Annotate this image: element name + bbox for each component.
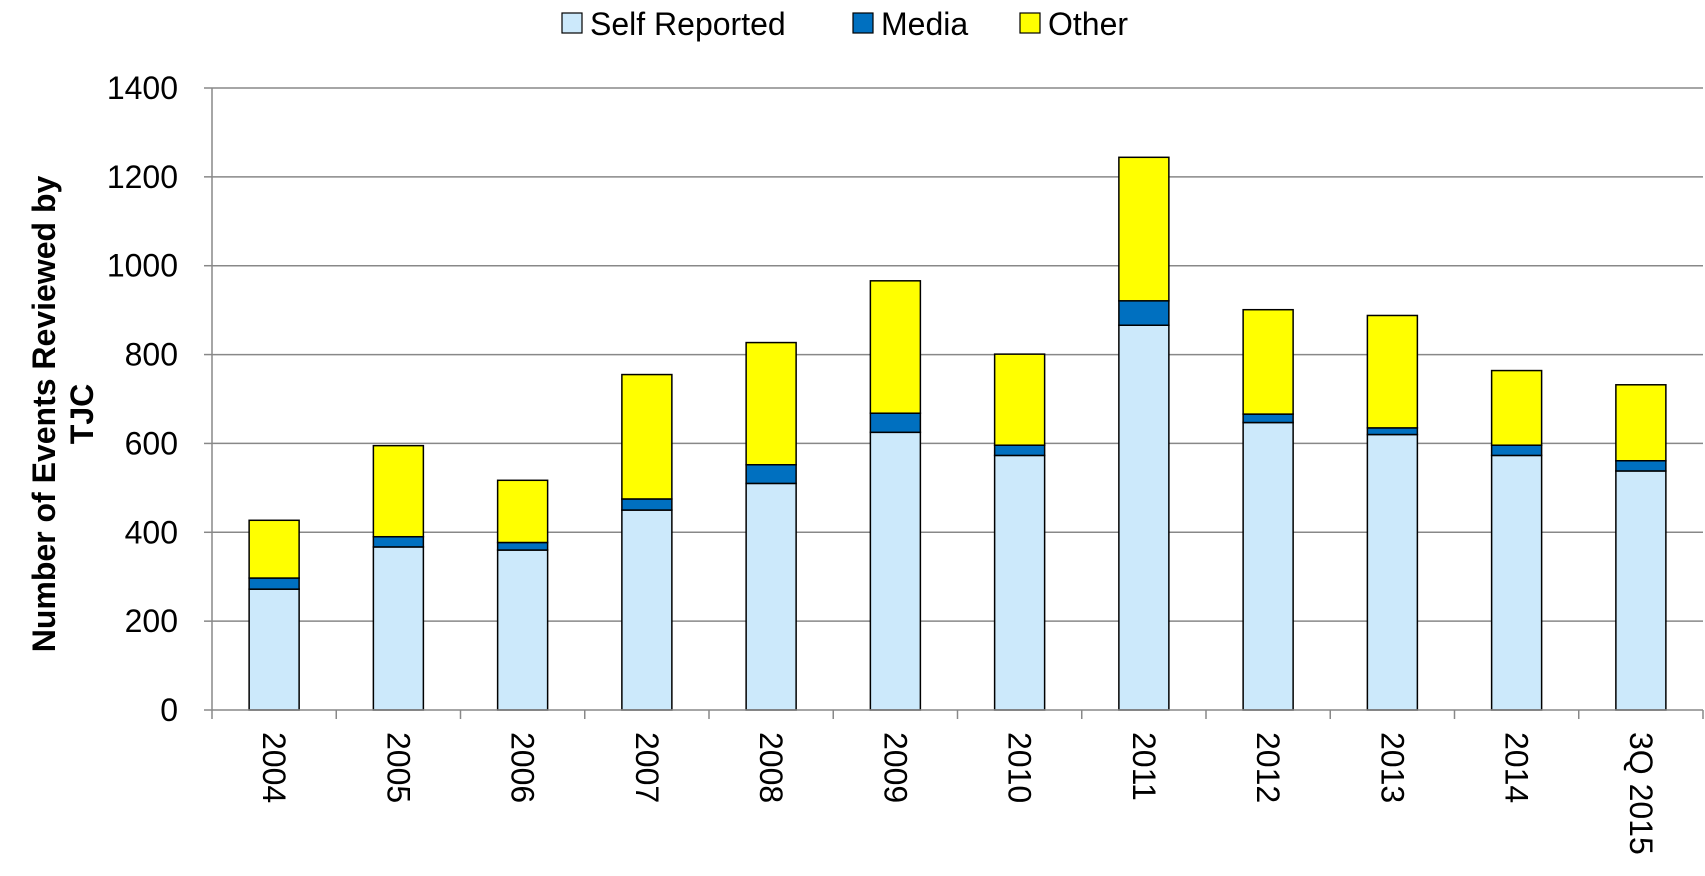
legend-label: Other — [1048, 6, 1128, 42]
bar-other-2009 — [869, 280, 922, 414]
bar-media-2009 — [869, 412, 922, 434]
legend-label: Self Reported — [590, 6, 786, 42]
y-tick-label: 1000 — [107, 248, 178, 284]
y-axis-label-line-1: Number of Events Reviewed by — [26, 176, 62, 653]
x-tick-label: 2010 — [1002, 732, 1038, 803]
y-axis-label: Number of Events Reviewed by TJC — [26, 176, 100, 653]
bars — [248, 156, 1667, 711]
bar-media-3q-2015 — [1615, 460, 1667, 472]
x-tick-label: 2014 — [1499, 732, 1535, 803]
bar-self-reported-2006 — [496, 549, 549, 711]
bar-self-reported-2012 — [1242, 421, 1294, 711]
bar-other-2004 — [248, 519, 300, 579]
y-tick-label: 0 — [160, 692, 178, 728]
bar-other-2013 — [1366, 314, 1419, 429]
bar-media-2011 — [1118, 300, 1170, 326]
bar-self-reported-2004 — [248, 588, 300, 711]
legend-label: Media — [881, 6, 968, 42]
y-tick-label: 1400 — [107, 70, 178, 106]
x-tick-label: 3Q 2015 — [1623, 732, 1659, 855]
legend-swatch — [852, 12, 874, 34]
x-tick-label: 2005 — [380, 732, 416, 803]
gridlines — [212, 87, 1703, 622]
y-tick-labels: 0 200 400 600 800 1000 1200 1400 — [107, 70, 212, 728]
y-tick-label: 1200 — [107, 159, 178, 195]
bar-self-reported-2007 — [621, 509, 673, 711]
bar-media-2013 — [1366, 427, 1419, 436]
bar-other-2006 — [496, 479, 549, 544]
legend-item-self-reported: Self Reported — [561, 6, 786, 42]
y-tick-label: 200 — [125, 603, 178, 639]
bar-other-2011 — [1118, 156, 1170, 302]
bar-other-2005 — [372, 444, 425, 538]
x-tick-labels: 2004 2005 2006 2007 2008 2009 2010 2011 2012 2013… — [256, 732, 1659, 855]
bar-media-2007 — [621, 498, 673, 511]
bar-media-2012 — [1242, 413, 1294, 424]
bar-other-2010 — [993, 353, 1046, 446]
legend-item-media: Media — [852, 6, 968, 42]
axes — [211, 88, 1704, 719]
bar-media-2006 — [496, 541, 549, 551]
bar-other-2014 — [1490, 369, 1543, 446]
bar-other-3q-2015 — [1615, 384, 1667, 462]
bar-self-reported-2008 — [745, 482, 797, 711]
legend-item-other: Other — [1019, 6, 1128, 42]
y-axis-label-line-2: TJC — [64, 384, 100, 444]
legend-swatch — [561, 12, 583, 34]
bar-self-reported-2011 — [1118, 324, 1170, 711]
bar-media-2005 — [372, 535, 425, 548]
x-tick-label: 2012 — [1250, 732, 1286, 803]
bar-media-2010 — [993, 444, 1046, 457]
bar-self-reported-2010 — [993, 454, 1046, 711]
x-tick-label: 2007 — [629, 732, 665, 803]
bar-other-2012 — [1242, 308, 1294, 415]
x-tick-label: 2006 — [505, 732, 541, 803]
legend: Self Reported Media Other — [561, 6, 1128, 42]
y-tick-label: 800 — [125, 337, 178, 373]
bar-media-2008 — [745, 464, 797, 485]
bar-self-reported-2013 — [1366, 433, 1419, 711]
bar-other-2008 — [745, 341, 797, 466]
bar-self-reported-3q-2015 — [1615, 470, 1667, 711]
x-tick-label: 2009 — [877, 732, 913, 803]
x-tick-label: 2004 — [256, 732, 292, 803]
x-tick-label: 2011 — [1126, 732, 1162, 801]
y-tick-label: 400 — [125, 514, 178, 550]
x-tick-label: 2008 — [753, 732, 789, 803]
bar-media-2014 — [1490, 444, 1543, 457]
y-tick-label: 600 — [125, 425, 178, 461]
legend-swatch — [1019, 12, 1041, 34]
bar-self-reported-2005 — [372, 546, 425, 711]
bar-media-2004 — [248, 577, 300, 590]
x-tick-label: 2013 — [1374, 732, 1410, 803]
bar-self-reported-2014 — [1490, 454, 1543, 711]
bar-other-2007 — [621, 373, 673, 500]
bar-self-reported-2009 — [869, 431, 922, 711]
